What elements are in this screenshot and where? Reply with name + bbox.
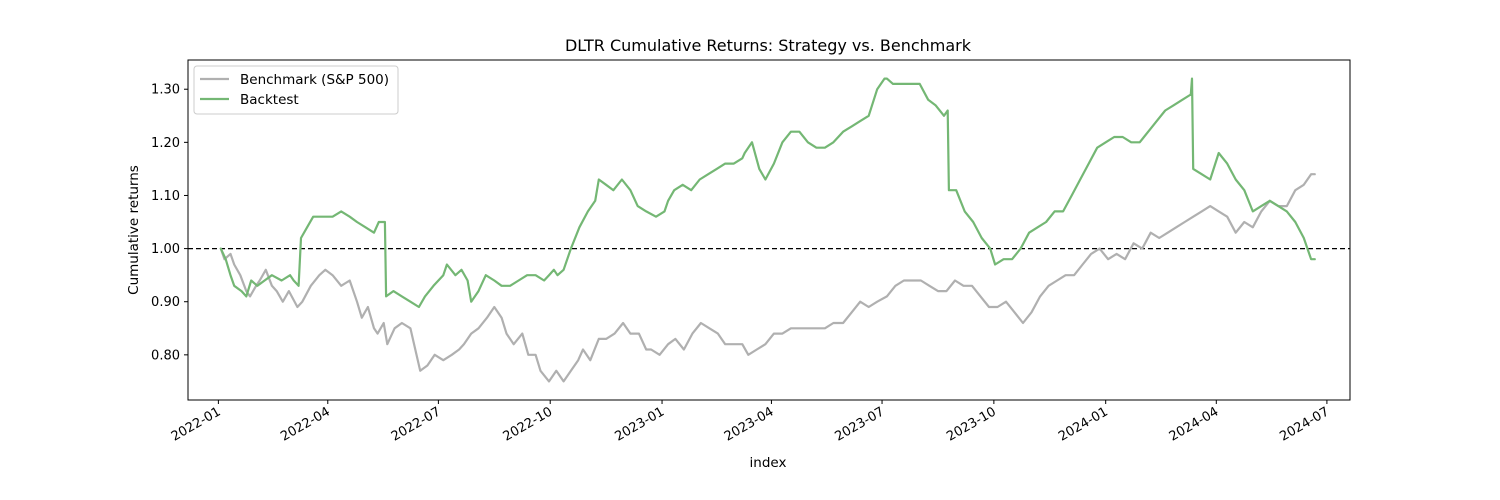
x-tick-label: 2023-01 <box>612 404 667 444</box>
legend-box <box>193 65 399 115</box>
legend: Benchmark (S&P 500) Backtest <box>193 65 399 115</box>
y-tick-label: 1.00 <box>151 242 180 257</box>
y-tick-label: 1.20 <box>151 136 180 151</box>
y-tick-label: 1.10 <box>151 189 180 204</box>
chart-title: DLTR Cumulative Returns: Strategy vs. Be… <box>565 36 972 55</box>
y-axis-label: Cumulative returns <box>126 165 142 295</box>
series-line-benchmark <box>219 173 1316 383</box>
x-tick-label: 2023-10 <box>944 404 999 444</box>
y-tick-label: 1.30 <box>151 83 180 98</box>
legend-label-benchmark: Benchmark (S&P 500) <box>240 72 389 88</box>
plot-area: 0.80 0.90 1.00 1.10 1.20 1.30 2022-01 2022-04 20… <box>151 59 1351 445</box>
plot-frame <box>187 59 1351 401</box>
x-axis-label: index <box>750 455 787 471</box>
series-line-backtest <box>219 77 1316 309</box>
x-tick-label: 2022-04 <box>278 404 333 444</box>
x-tick-label: 2024-07 <box>1277 404 1332 444</box>
x-tick-label: 2022-01 <box>169 404 224 444</box>
x-tick-label: 2022-10 <box>501 404 556 444</box>
y-tick-label: 0.80 <box>151 348 180 363</box>
y-tick-label: 0.90 <box>151 295 180 310</box>
x-tick-label: 2023-07 <box>832 404 887 444</box>
x-tick-label: 2022-07 <box>389 404 444 444</box>
legend-label-backtest: Backtest <box>240 92 299 108</box>
x-tick-label: 2024-01 <box>1056 404 1111 444</box>
x-tick-label: 2024-04 <box>1167 404 1222 444</box>
x-tick-label: 2023-04 <box>722 404 777 444</box>
